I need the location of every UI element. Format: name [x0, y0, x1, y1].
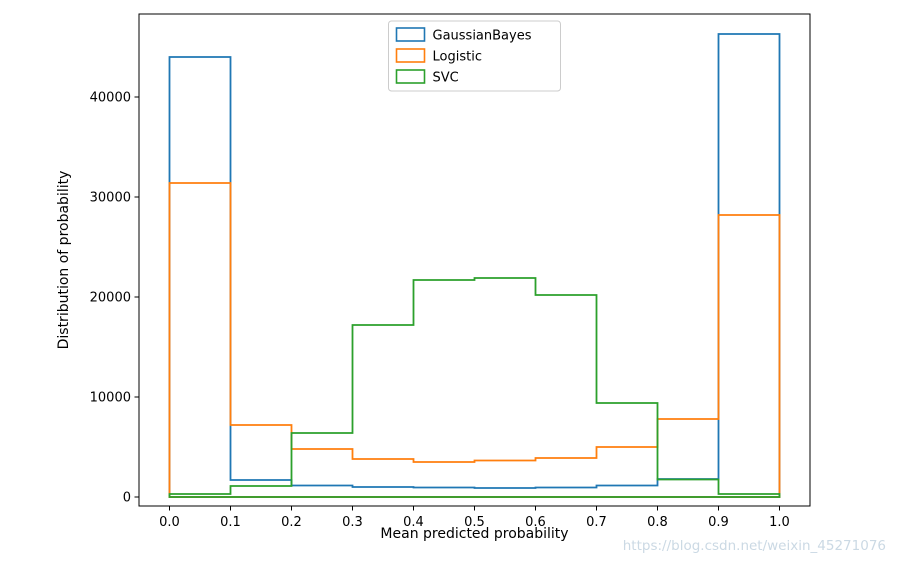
x-tick-label: 0.8	[647, 515, 668, 530]
x-tick-label: 1.0	[769, 515, 790, 530]
y-tick-label: 0	[123, 491, 131, 506]
series-path-SVC	[168, 277, 781, 498]
legend-box	[388, 20, 561, 92]
watermark-text: https://blog.csdn.net/weixin_45271076	[622, 538, 886, 554]
series-path-GaussianBayes	[168, 33, 781, 498]
legend: GaussianBayes Logistic SVC	[388, 20, 561, 92]
y-tick-label: 30000	[90, 191, 131, 206]
x-tick-label: 0.7	[586, 515, 607, 530]
x-axis-label: Mean predicted probability	[380, 526, 569, 542]
legend-swatch-SVC	[395, 69, 426, 84]
legend-label-Logistic: Logistic	[433, 50, 482, 65]
x-tick-label: 0.4	[403, 515, 424, 530]
x-tick-label: 0.6	[525, 515, 546, 530]
y-tick-label: 20000	[90, 291, 131, 306]
legend-label-SVC: SVC	[433, 71, 459, 86]
legend-label-GaussianBayes: GaussianBayes	[433, 29, 532, 44]
y-axis-label: Distribution of probability	[56, 170, 72, 350]
x-tick-label: 0.0	[159, 515, 180, 530]
legend-swatch-Logistic	[395, 48, 426, 63]
x-tick-label: 0.1	[220, 515, 241, 530]
y-tick-label: 40000	[90, 91, 131, 106]
x-tick-label: 0.5	[464, 515, 485, 530]
x-tick-label: 0.2	[281, 515, 302, 530]
series-path-Logistic	[168, 182, 781, 498]
legend-swatch-GaussianBayes	[395, 27, 426, 42]
x-tick-label: 0.9	[708, 515, 729, 530]
x-tick-label: 0.3	[342, 515, 363, 530]
y-tick-label: 10000	[90, 391, 131, 406]
